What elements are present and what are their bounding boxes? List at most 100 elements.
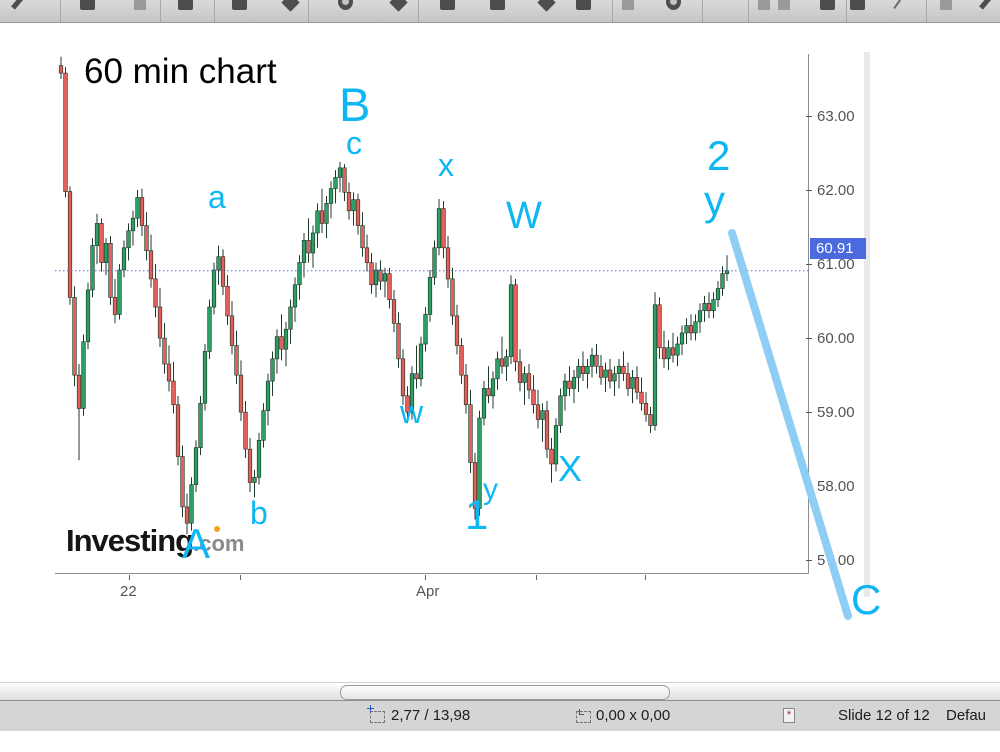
toolbar-separator <box>748 0 749 22</box>
freeform-line-icon[interactable] <box>893 0 905 10</box>
candle <box>207 306 212 352</box>
candle <box>499 358 505 367</box>
candle <box>247 448 253 483</box>
wave-label-1[interactable]: 1 <box>465 491 489 538</box>
candle <box>535 404 541 420</box>
candle <box>477 417 482 509</box>
candle <box>126 230 131 249</box>
candle <box>625 373 631 389</box>
candle <box>220 256 226 287</box>
price-tick: 63.00 <box>806 108 855 125</box>
master-slide-icon[interactable] <box>820 0 835 10</box>
candle <box>553 425 559 465</box>
document-modified-icon: * <box>783 708 795 723</box>
slide-style[interactable]: Defau <box>946 707 987 724</box>
candle <box>238 374 244 413</box>
cursor-position-value[interactable]: 2,77 / 13,98 <box>391 707 471 724</box>
chart-icon[interactable] <box>440 0 455 10</box>
shape-rect-icon[interactable] <box>80 0 95 10</box>
horizontal-scrollbar[interactable] <box>0 682 1000 701</box>
object-size-icon <box>576 709 591 723</box>
candle <box>112 297 118 315</box>
wave-label-2[interactable]: 2 <box>707 132 731 179</box>
horizontal-scrollbar-thumb[interactable] <box>340 685 670 700</box>
textbox-icon[interactable] <box>576 0 591 10</box>
select-arrow-icon[interactable] <box>979 0 994 10</box>
ellipse-icon[interactable] <box>338 0 353 10</box>
candle <box>670 347 676 356</box>
candle <box>711 299 716 312</box>
candle <box>76 374 82 409</box>
wave-label-b[interactable]: b <box>250 495 268 531</box>
candle <box>531 389 536 406</box>
snap-guides-icon[interactable] <box>850 0 865 10</box>
candle <box>504 356 509 367</box>
dropdown-arrow-icon[interactable] <box>134 0 146 10</box>
candle <box>648 414 653 426</box>
candle <box>463 374 469 406</box>
toolbar-separator <box>160 0 161 22</box>
wave-label-y[interactable]: y <box>483 473 498 506</box>
candle <box>688 325 694 334</box>
candle <box>396 323 401 360</box>
candle <box>603 369 608 378</box>
page-title[interactable]: 60 min chart <box>84 52 277 91</box>
insert-icon[interactable] <box>622 0 634 10</box>
formatting-marks-icon[interactable] <box>758 0 770 10</box>
wave-label-w[interactable]: w <box>400 394 424 430</box>
wave-label-a[interactable]: a <box>208 179 226 215</box>
symbol-shapes-icon[interactable] <box>281 0 300 12</box>
draw-pencil-icon[interactable] <box>11 0 26 10</box>
candle <box>256 439 262 478</box>
pane-edge-strip <box>864 52 870 597</box>
wave-label-A[interactable]: A <box>182 520 211 567</box>
wave-label-c[interactable]: c <box>346 125 362 161</box>
candle <box>274 336 280 360</box>
candle <box>229 315 235 346</box>
star-shapes-icon[interactable] <box>537 0 556 12</box>
candle <box>495 358 500 380</box>
wave-label-W[interactable]: W <box>506 195 542 237</box>
callout-shapes-icon[interactable] <box>490 0 505 10</box>
candlestick-chart[interactable] <box>55 52 810 575</box>
candle <box>634 377 640 393</box>
wave-label-X[interactable]: X <box>558 448 583 489</box>
candle <box>441 208 446 249</box>
candle <box>715 288 721 300</box>
object-size-value[interactable]: 0,00 x 0,00 <box>596 707 671 724</box>
wave-label-x[interactable]: x <box>438 147 454 183</box>
candle <box>652 304 658 426</box>
wave-label-C[interactable]: C <box>851 576 882 623</box>
candle <box>706 303 712 312</box>
candle <box>328 188 334 204</box>
candle <box>270 358 275 382</box>
slide-indicator[interactable]: Slide 12 of 12 <box>838 707 930 724</box>
candle <box>342 167 347 193</box>
wave-label-B[interactable]: B <box>339 78 371 131</box>
candle <box>432 247 437 278</box>
redo-icon[interactable] <box>666 0 681 10</box>
block-arrows-icon[interactable] <box>389 0 408 12</box>
candle <box>180 456 185 508</box>
display-grid-icon[interactable] <box>778 0 790 10</box>
toolbar-separator <box>308 0 309 22</box>
polygon-icon[interactable] <box>940 0 952 10</box>
flowchart-icon[interactable] <box>232 0 247 10</box>
candle <box>193 447 199 485</box>
candle <box>616 365 622 374</box>
clone-formatting-icon[interactable] <box>178 0 193 10</box>
candle <box>81 341 86 409</box>
wave-label-y[interactable]: y <box>704 177 725 224</box>
candle <box>486 388 491 397</box>
candle <box>643 402 649 415</box>
candle <box>301 240 307 263</box>
time-tick <box>240 575 241 580</box>
candle <box>337 167 343 178</box>
candle <box>67 191 73 298</box>
time-tick <box>536 575 537 580</box>
candle <box>436 208 442 249</box>
candle <box>684 325 689 334</box>
candle <box>571 377 577 389</box>
candle <box>360 225 365 249</box>
candle <box>445 247 451 280</box>
